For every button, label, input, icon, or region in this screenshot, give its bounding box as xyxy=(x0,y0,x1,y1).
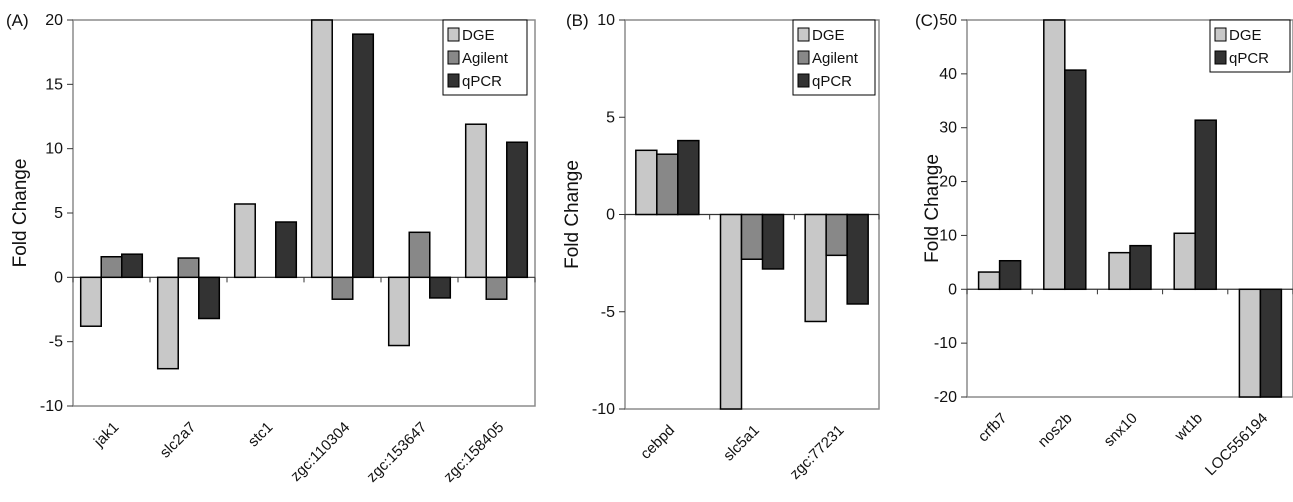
bar-dge-snx10 xyxy=(1108,251,1131,291)
bar-qpcr-nos2b xyxy=(1064,69,1087,291)
category-label: crfb7 xyxy=(975,410,1011,446)
bar-qpcr-jak1 xyxy=(121,253,144,279)
y-tick-label: 15 xyxy=(45,76,63,93)
category-label: cebpd xyxy=(637,422,678,463)
y-tick-label: -5 xyxy=(601,304,615,321)
y-tick-label: 10 xyxy=(597,12,615,29)
bar-agilent-zgc77231 xyxy=(825,213,848,257)
bar-dge-zgc77231 xyxy=(804,213,827,323)
bar-dge-nos2b xyxy=(1043,19,1066,291)
y-tick-label: 5 xyxy=(606,109,615,126)
category-label: LOC556194 xyxy=(1202,410,1271,479)
legend-swatch xyxy=(447,27,460,42)
panel-label: (B) xyxy=(566,11,589,30)
bar-agilent-jak1 xyxy=(100,255,123,279)
bar-dge-slc5a1 xyxy=(719,213,743,410)
bar-qpcr-stc1 xyxy=(275,221,298,279)
bar-qpcr-slc5a1 xyxy=(761,213,785,270)
legend-label: Agilent xyxy=(812,50,859,67)
bar-qpcr-wt1b xyxy=(1194,119,1217,291)
bar-dge-jak1 xyxy=(79,276,102,327)
bar-agilent-slc5a1 xyxy=(740,213,764,260)
bar-agilent-slc2a7 xyxy=(177,257,200,279)
bar-qpcr-snx10 xyxy=(1129,244,1152,291)
y-tick-label: 40 xyxy=(939,66,957,83)
category-label: zgc:153647 xyxy=(363,419,430,486)
category-label: zgc:77231 xyxy=(787,422,848,483)
y-tick-label: 10 xyxy=(45,141,63,158)
y-tick-label: -5 xyxy=(49,334,63,351)
chart-panel-a: -10 -5 0 5 10 15 20 Fold Change (A) jak1 slc2a7 stc… xyxy=(6,11,536,486)
bar-qpcr-cebpd xyxy=(677,139,700,216)
category-label: zgc:110304 xyxy=(287,419,353,485)
bar-qpcr-crfb7 xyxy=(998,259,1022,291)
y-tick-label: 5 xyxy=(54,205,63,222)
category-label: slc2a7 xyxy=(157,419,200,462)
y-axis-label: Fold Change xyxy=(10,159,31,268)
bar-dge-wt1b xyxy=(1173,232,1196,291)
y-tick-label: -10 xyxy=(40,398,63,415)
y-tick-label: 50 xyxy=(939,12,957,29)
chart-panel-c: -20 -10 0 10 20 30 40 50 Fold Change (C) crfb7 nos2… xyxy=(915,11,1293,479)
bar-qpcr-zgc77231 xyxy=(846,213,869,305)
bar-qpcr-zgc158405 xyxy=(506,141,529,279)
legend-label: qPCR xyxy=(812,73,852,90)
legend-label: Agilent xyxy=(462,50,509,67)
legend-swatch xyxy=(1214,27,1227,42)
category-label: wt1b xyxy=(1171,410,1206,445)
legend-swatch xyxy=(797,27,810,42)
bar-agilent-cebpd xyxy=(656,153,679,216)
plot-frame xyxy=(966,19,1293,398)
legend-label: DGE xyxy=(462,27,495,44)
chart-panel-b: -10 -5 0 5 10 Fold Change (B) cebpd slc5a1 zgc:77… xyxy=(562,11,880,483)
y-tick-label: -10 xyxy=(934,335,957,352)
y-tick-label: -10 xyxy=(592,401,615,418)
category-label: snx10 xyxy=(1101,410,1141,450)
bar-dge-crfb7 xyxy=(977,271,1001,291)
y-axis-label: Fold Change xyxy=(922,154,943,263)
bar-dge-stc1 xyxy=(233,203,256,279)
legend-swatch xyxy=(797,73,810,88)
legend-swatch xyxy=(797,50,810,65)
bar-dge-zgc158405 xyxy=(464,123,487,279)
category-label: stc1 xyxy=(245,419,276,450)
legend-label: DGE xyxy=(812,27,845,44)
y-tick-label: 0 xyxy=(54,269,63,286)
legend-swatch xyxy=(447,50,460,65)
y-tick-label: 20 xyxy=(45,12,63,29)
y-tick-label: -20 xyxy=(934,389,957,406)
bar-agilent-zgc110304 xyxy=(331,276,354,300)
category-label: nos2b xyxy=(1035,410,1076,451)
bar-qpcr-slc2a7 xyxy=(198,276,221,320)
bar-agilent-zgc158405 xyxy=(485,276,508,300)
panel-label: (C) xyxy=(915,11,939,30)
y-tick-label: 20 xyxy=(939,174,957,191)
category-label: slc5a1 xyxy=(720,422,763,465)
y-tick-label: 0 xyxy=(948,281,957,298)
legend-swatch xyxy=(1214,50,1227,65)
bar-qpcr-zgc110304 xyxy=(352,33,375,279)
legend-label: DGE xyxy=(1229,27,1262,44)
y-axis-label: Fold Change xyxy=(562,160,583,269)
bar-dge-cebpd xyxy=(635,149,658,216)
bar-dge-zgc110304 xyxy=(310,19,333,279)
bar-agilent-zgc153647 xyxy=(408,231,431,279)
legend-label: qPCR xyxy=(462,73,502,90)
legend-swatch xyxy=(447,73,460,88)
bar-dge-loc556194 xyxy=(1238,288,1262,398)
y-tick-label: 10 xyxy=(939,227,957,244)
y-tick-label: 30 xyxy=(939,120,957,137)
bar-dge-slc2a7 xyxy=(156,276,179,370)
bar-qpcr-loc556194 xyxy=(1259,288,1283,398)
legend-label: qPCR xyxy=(1229,50,1269,67)
category-label: zgc:158405 xyxy=(440,419,507,486)
bar-dge-zgc153647 xyxy=(387,276,410,347)
panel-label: (A) xyxy=(6,11,29,30)
category-label: jak1 xyxy=(90,419,122,451)
bar-qpcr-zgc153647 xyxy=(429,276,452,299)
y-tick-label: 0 xyxy=(606,207,615,224)
